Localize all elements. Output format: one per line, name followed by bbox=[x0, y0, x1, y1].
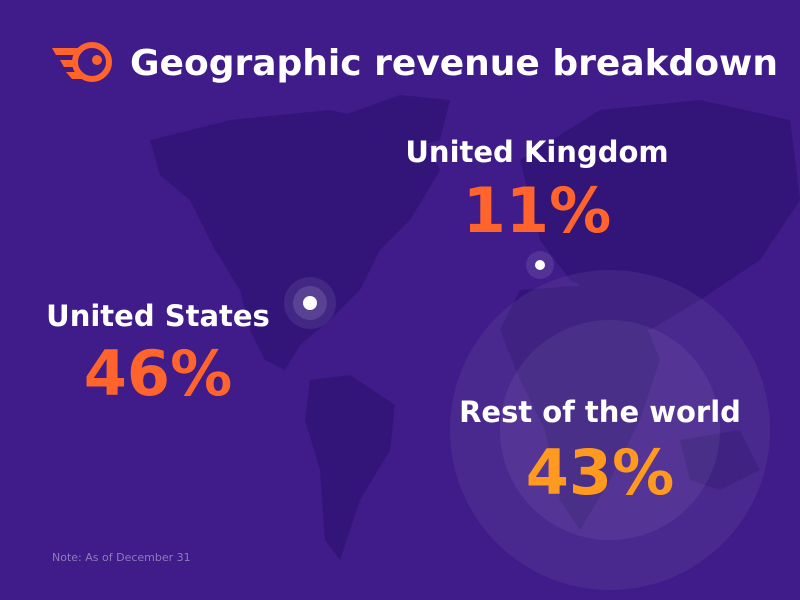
logo bbox=[52, 42, 112, 82]
region-share: 43% bbox=[526, 436, 674, 509]
region-share: 11% bbox=[463, 174, 611, 247]
footnote: Note: As of December 31 bbox=[52, 551, 191, 564]
region-share: 46% bbox=[84, 337, 232, 410]
title: Geographic revenue breakdown bbox=[130, 43, 778, 84]
highlight-rings bbox=[284, 251, 770, 590]
world-map bbox=[150, 95, 800, 560]
region-name: Rest of the world bbox=[459, 395, 741, 429]
region-name: United Kingdom bbox=[405, 135, 668, 169]
region-name: United States bbox=[46, 299, 270, 333]
